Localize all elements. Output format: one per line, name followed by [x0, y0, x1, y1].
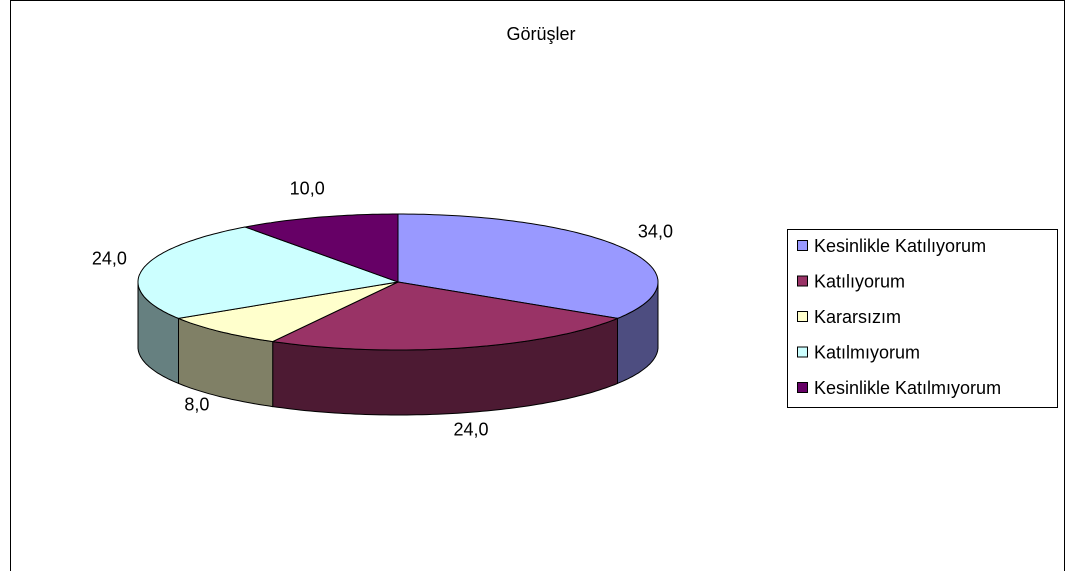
legend-swatch: [797, 275, 808, 287]
data-label: 10,0: [290, 178, 325, 198]
data-label: 8,0: [184, 394, 209, 414]
legend-swatch: [797, 382, 808, 393]
legend-label: Katılıyorum: [814, 271, 905, 291]
legend-box: [787, 229, 1058, 408]
legend-swatch: [797, 240, 808, 251]
legend-label: Kararsızım: [814, 307, 901, 327]
slice: [176, 281, 399, 343]
data-label: 24,0: [454, 420, 489, 440]
legend-label: Kesinlikle Katılıyorum: [814, 236, 986, 256]
legend-swatch: [797, 346, 808, 358]
legend-label: Kesinlikle Katılmıyorum: [814, 378, 1001, 398]
legend-label: Katılmıyorum: [814, 342, 920, 362]
data-label: 34,0: [638, 222, 673, 242]
slice: [243, 213, 399, 283]
legend-swatch: [797, 311, 808, 322]
slice: [270, 281, 620, 351]
data-label: 24,0: [92, 249, 127, 269]
chart-title: Görüşler: [506, 24, 575, 44]
slice: [137, 226, 400, 319]
